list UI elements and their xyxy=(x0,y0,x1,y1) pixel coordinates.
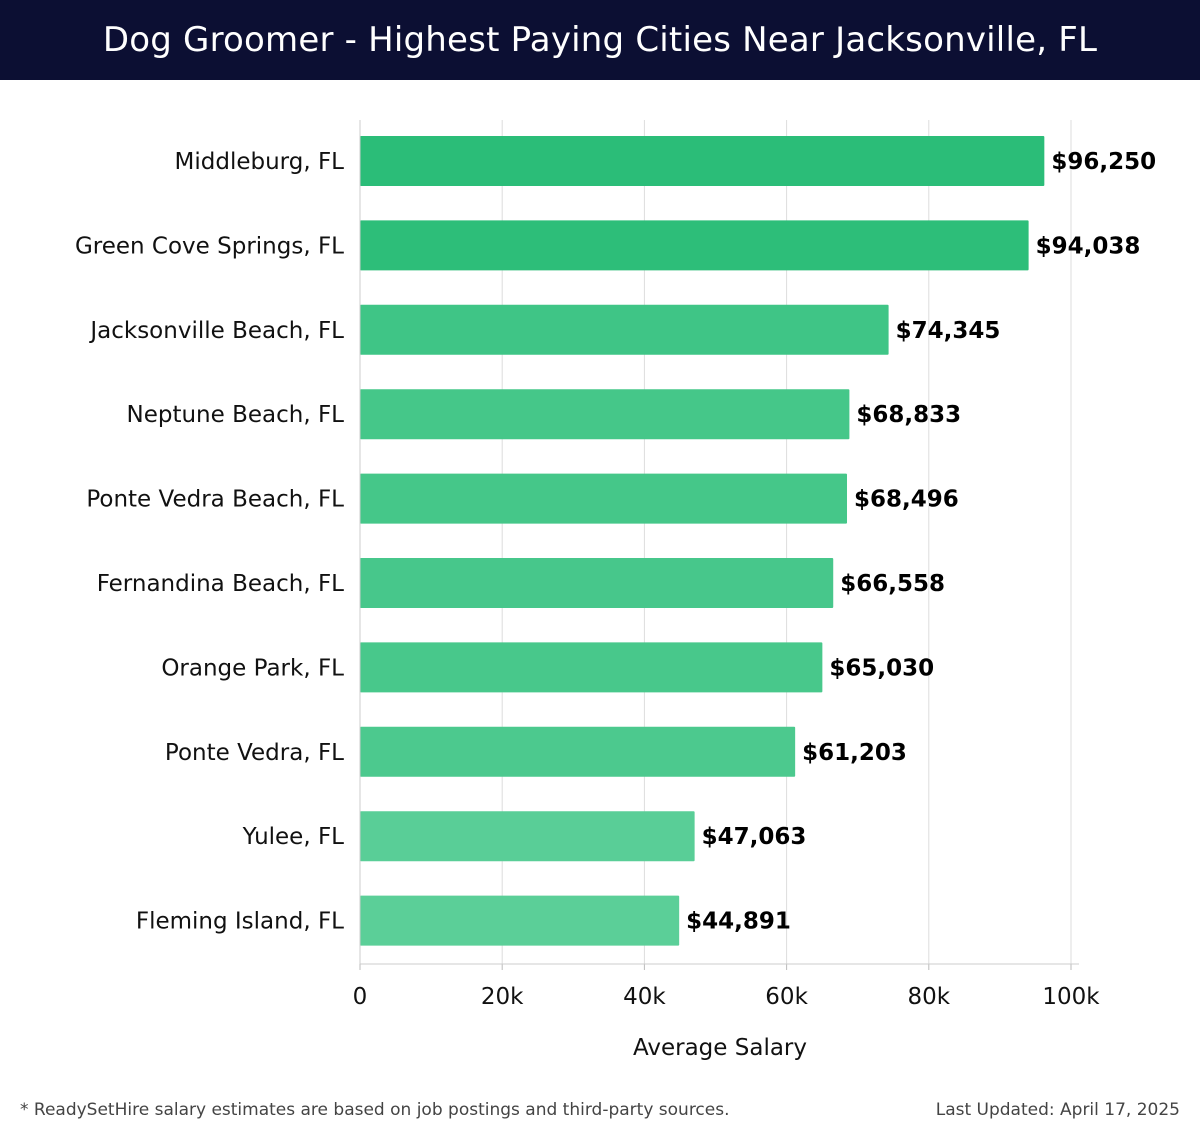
bar xyxy=(360,389,850,440)
x-tick-label: 100k xyxy=(1042,984,1100,1010)
value-label: $65,030 xyxy=(829,655,934,681)
category-label: Middleburg, FL xyxy=(175,149,345,175)
category-label: Green Cove Springs, FL xyxy=(75,233,344,259)
value-label: $66,558 xyxy=(840,571,945,597)
chart-header: Dog Groomer - Highest Paying Cities Near… xyxy=(0,0,1200,80)
bar xyxy=(360,811,695,862)
x-tick-label: 20k xyxy=(481,984,524,1010)
value-label: $94,038 xyxy=(1036,233,1141,259)
x-tick-label: 0 xyxy=(353,984,368,1010)
category-label: Ponte Vedra Beach, FL xyxy=(86,487,344,513)
category-label: Fleming Island, FL xyxy=(136,909,344,935)
category-label: Jacksonville Beach, FL xyxy=(88,318,344,344)
category-label: Neptune Beach, FL xyxy=(126,402,344,428)
axes: 0 20k 40k 60k 80k 100k Middleburg, FL $96,250 Gr… xyxy=(75,120,1156,1010)
x-tick-label: 60k xyxy=(765,984,808,1010)
bar xyxy=(360,642,823,693)
last-updated: Last Updated: April 17, 2025 xyxy=(935,1100,1180,1120)
bar xyxy=(360,895,680,946)
bar xyxy=(360,136,1045,186)
bars xyxy=(360,136,1045,946)
value-label: $44,891 xyxy=(686,909,791,935)
bar xyxy=(360,220,1029,271)
bar xyxy=(360,726,796,777)
category-label: Ponte Vedra, FL xyxy=(165,740,344,766)
value-label: $68,833 xyxy=(856,402,961,428)
bar xyxy=(360,473,848,524)
category-label: Orange Park, FL xyxy=(161,655,344,681)
value-label: $96,250 xyxy=(1051,149,1156,175)
category-label: Yulee, FL xyxy=(242,824,345,850)
category-label: Fernandina Beach, FL xyxy=(97,571,344,597)
value-label: $47,063 xyxy=(702,824,807,850)
chart-title: Dog Groomer - Highest Paying Cities Near… xyxy=(102,20,1098,60)
footnote: * ReadySetHire salary estimates are base… xyxy=(20,1100,730,1120)
value-label: $68,496 xyxy=(854,487,959,513)
chart-area: 0 20k 40k 60k 80k 100k Middleburg, FL $96,250 Gr… xyxy=(0,80,1200,1080)
bar xyxy=(360,558,834,608)
value-label: $61,203 xyxy=(802,740,907,766)
x-tick-label: 40k xyxy=(623,984,666,1010)
x-axis-title: Average Salary xyxy=(633,1035,807,1061)
x-tick-label: 80k xyxy=(908,984,951,1010)
bar xyxy=(360,304,889,355)
value-label: $74,345 xyxy=(896,318,1001,344)
bar-chart: 0 20k 40k 60k 80k 100k Middleburg, FL $96,250 Gr… xyxy=(75,120,1156,1061)
